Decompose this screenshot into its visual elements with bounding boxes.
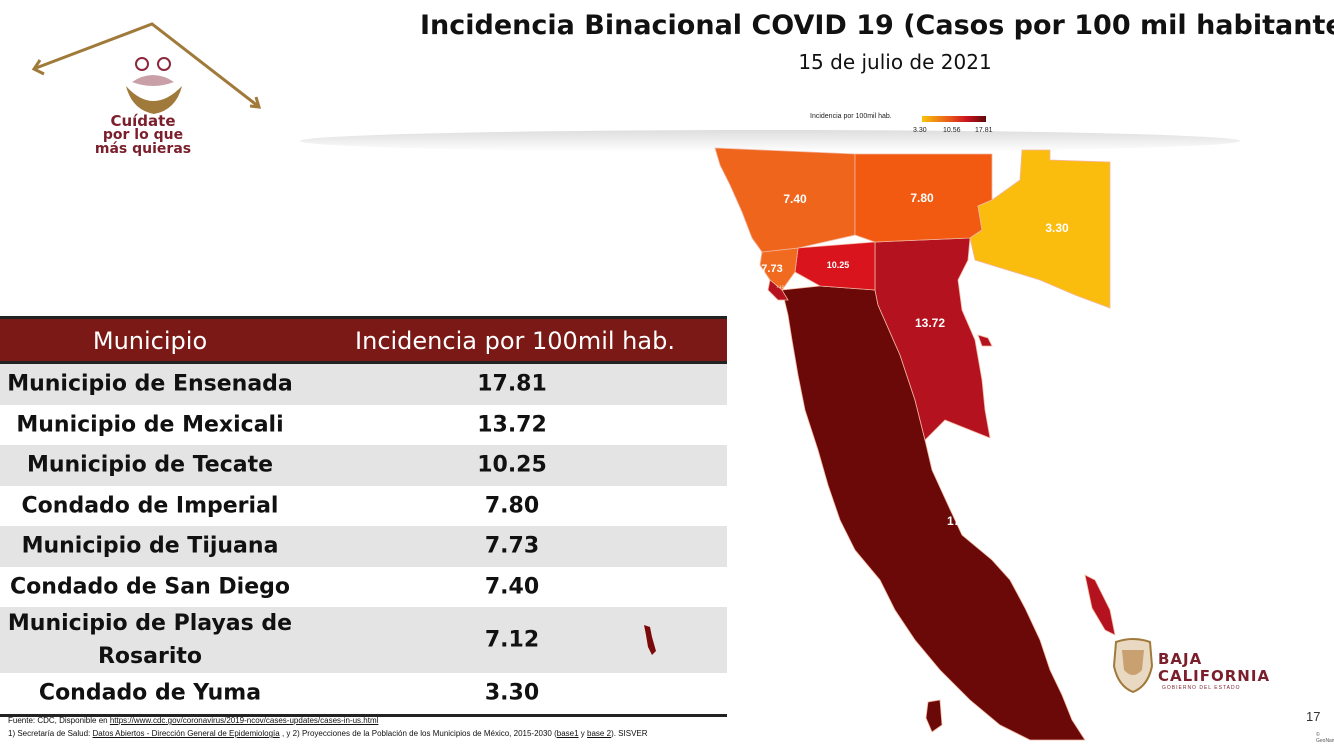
bc-logo-text: BAJA CALIFORNIA xyxy=(1158,651,1270,685)
note-middle: , y 2) Proyecciones de la Población de l… xyxy=(281,729,557,738)
datos-abiertos-link[interactable]: Datos Abiertos - Dirección General de Ep… xyxy=(92,729,280,738)
table-row: Municipio de Tecate 10.25 xyxy=(0,445,727,486)
incidence-map: 7.40 7.80 3.30 7.73 10.25 7.12 13.72 17.… xyxy=(714,147,1116,741)
note-and: y xyxy=(578,729,588,738)
row-value: 13.72 xyxy=(477,412,547,438)
map-label-san-diego: 7.40 xyxy=(783,192,807,206)
map-label-ensenada: 17.81 xyxy=(947,514,977,528)
row-name: Condado de Imperial xyxy=(21,493,279,519)
roof-arrow-icon xyxy=(31,22,262,109)
bc-logo-line-1: BAJA xyxy=(1158,650,1203,668)
row-name: Municipio de Ensenada xyxy=(7,371,293,397)
source-prefix: Fuente: CDC, Disponible en xyxy=(8,716,110,725)
row-value: 17.81 xyxy=(477,371,547,397)
map-region-yuma xyxy=(969,149,1111,309)
row-name: Municipio de Mexicali xyxy=(16,412,284,438)
legend-color-bar xyxy=(922,116,986,122)
header-divider xyxy=(300,130,1240,152)
base2-link[interactable]: base 2 xyxy=(587,729,612,738)
logo-line-1: Cuídate xyxy=(110,112,176,130)
note-prefix: 1) Secretaría de Salud: xyxy=(8,729,93,738)
family-hands-icon xyxy=(126,57,182,114)
bc-logo-line-2: CALIFORNIA xyxy=(1158,667,1271,685)
source-link[interactable]: https://www.cdc.gov/coronavirus/2019-nco… xyxy=(109,716,379,725)
page-title: Incidencia Binacional COVID 19 (Casos po… xyxy=(420,10,1334,41)
legend-tick-min: 3.30 xyxy=(913,127,927,134)
base1-link[interactable]: base1 xyxy=(556,729,579,738)
map-label-imperial: 7.80 xyxy=(910,191,934,205)
row-value: 7.12 xyxy=(484,627,540,653)
row-value: 10.25 xyxy=(477,452,547,478)
cuidate-logo xyxy=(31,22,262,114)
map-island-small xyxy=(977,334,993,347)
logo-text: Cuídate por lo que más quieras xyxy=(28,112,258,157)
table-row: Municipio de Tijuana 7.73 xyxy=(0,526,727,567)
bc-coat-of-arms-icon xyxy=(1112,638,1154,694)
note-footnote: 1) Secretaría de Salud: Datos Abiertos -… xyxy=(8,729,648,738)
row-name: Municipio de Tijuana xyxy=(21,533,279,559)
table-row: Condado de Yuma 3.30 xyxy=(0,673,727,714)
row-value: 7.40 xyxy=(484,574,540,600)
page-date: 15 de julio de 2021 xyxy=(798,50,992,74)
column-header-incidencia: Incidencia por 100mil hab. xyxy=(355,327,675,355)
row-value: 7.80 xyxy=(484,493,540,519)
legend-tick-max: 17.81 xyxy=(975,127,993,134)
map-label-rosarito: 7.12 xyxy=(776,284,785,289)
table-row: Municipio de Playas de Rosarito 7.12 xyxy=(0,607,727,673)
legend-tick-mid: 10.56 xyxy=(943,127,961,134)
logo-line-3: más quieras xyxy=(94,141,192,157)
row-name: Condado de Yuma xyxy=(38,680,262,706)
map-island-cedros xyxy=(925,699,943,733)
map-label-yuma: 3.30 xyxy=(1045,221,1069,235)
map-region-mexicali xyxy=(874,237,991,441)
row-name: Municipio de Tecate xyxy=(26,452,274,478)
note-end: ). SISVER xyxy=(611,729,648,738)
table-row: Municipio de Mexicali 13.72 xyxy=(0,405,727,446)
table-row: Condado de San Diego 7.40 xyxy=(0,567,727,608)
map-island-angel-de-la-guarda xyxy=(1084,574,1116,636)
row-value: 7.73 xyxy=(484,533,540,559)
source-footnote: Fuente: CDC, Disponible en https://www.c… xyxy=(8,716,378,725)
map-region-rosarito xyxy=(767,279,789,301)
table-row: Municipio de Ensenada 17.81 xyxy=(0,364,727,405)
bc-logo-subtitle: GOBIERNO DEL ESTADO xyxy=(1162,685,1241,691)
map-label-tecate: 10.25 xyxy=(827,260,850,270)
incidence-table: Municipio Incidencia por 100mil hab. Mun… xyxy=(0,316,727,717)
logo-line-2: por lo que xyxy=(102,127,184,143)
map-credit: © GeoNames xyxy=(1316,732,1334,744)
row-name: Municipio de Playas de Rosarito xyxy=(7,611,293,669)
table-row: Condado de Imperial 7.80 xyxy=(0,486,727,527)
row-value: 3.30 xyxy=(484,680,540,706)
map-label-tijuana: 7.73 xyxy=(761,263,782,275)
page-number: 17 xyxy=(1306,709,1321,724)
row-name: Condado de San Diego xyxy=(10,574,290,600)
column-header-municipio: Municipio xyxy=(92,327,208,355)
rosarito-shape-icon xyxy=(644,625,656,655)
map-label-mexicali: 13.72 xyxy=(915,316,945,330)
table-bottom-border xyxy=(0,713,727,717)
table-header: Municipio Incidencia por 100mil hab. xyxy=(0,316,727,364)
legend-title: Incidencia por 100mil hab. xyxy=(810,113,892,120)
